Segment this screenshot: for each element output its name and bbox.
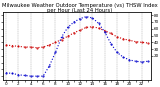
- Text: Milwaukee Weather Outdoor Temperature (vs) THSW Index per Hour (Last 24 Hours): Milwaukee Weather Outdoor Temperature (v…: [2, 3, 158, 13]
